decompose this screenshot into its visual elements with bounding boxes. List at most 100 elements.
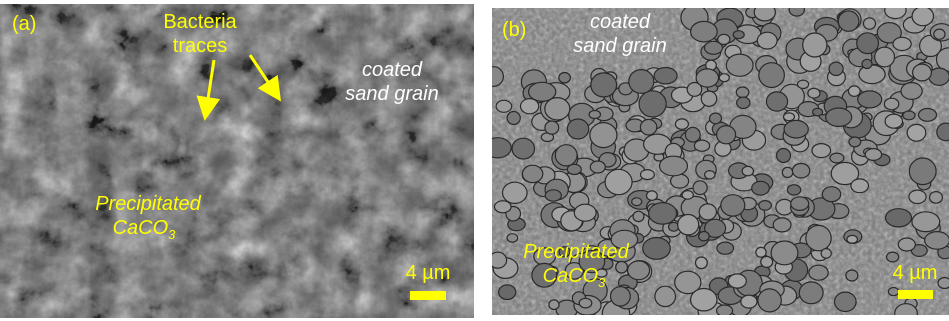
crystal <box>886 209 912 227</box>
crystal <box>736 87 749 98</box>
crystal <box>875 47 895 67</box>
grain-label: sand grain <box>573 35 666 57</box>
crystal <box>717 305 733 316</box>
crystal <box>903 111 915 120</box>
crystal <box>771 241 798 265</box>
scale-label: 4 µm <box>893 262 938 284</box>
crystal <box>799 282 823 304</box>
crystal <box>787 185 800 195</box>
crystal <box>675 119 688 129</box>
crystal <box>937 123 949 141</box>
crystal <box>761 256 773 267</box>
crystal <box>655 286 676 306</box>
crystal <box>499 285 516 300</box>
crystal <box>549 300 559 310</box>
crystal <box>705 171 715 179</box>
scale-bar <box>898 290 933 299</box>
crystal <box>507 112 520 125</box>
micrograph-a-texture <box>0 4 474 318</box>
crystal <box>496 100 512 112</box>
panel-b: (b) coated sand grain Precipitated CaCO3… <box>484 2 949 321</box>
crystal <box>934 29 945 39</box>
crystal <box>864 18 876 29</box>
crystal <box>759 201 772 211</box>
crystal <box>782 167 793 177</box>
crystal <box>887 252 899 262</box>
subscript: 3 <box>598 275 606 290</box>
crystal <box>909 158 936 185</box>
crystal <box>895 304 918 321</box>
crystal <box>545 190 561 201</box>
figure: (a) Bacteria traces coated sand grain Pr… <box>0 0 949 321</box>
crystal <box>901 83 922 100</box>
crystal <box>660 156 688 176</box>
crystal <box>893 37 911 50</box>
crystal <box>792 164 809 178</box>
crystal <box>503 182 528 203</box>
crystal <box>643 238 671 260</box>
crystal <box>826 108 852 126</box>
precipitate-label: Precipitated <box>95 193 201 215</box>
crystal <box>507 234 518 242</box>
crystal <box>930 192 943 204</box>
crystal <box>773 218 791 232</box>
crystal <box>784 113 795 121</box>
crystal <box>678 215 699 235</box>
crystal <box>849 137 861 147</box>
crystal <box>522 165 542 182</box>
crystal <box>813 108 823 116</box>
crystal <box>590 161 605 173</box>
crystal <box>640 119 656 135</box>
crystal <box>641 170 655 180</box>
crystal <box>521 99 539 114</box>
crystal <box>545 121 559 134</box>
crystal <box>579 298 592 308</box>
precipitate-label: CaCO3 <box>543 265 607 290</box>
crystal <box>629 70 654 94</box>
crystal <box>484 138 511 158</box>
scale-bar <box>410 291 446 300</box>
crystal <box>830 153 844 163</box>
crystal <box>545 98 570 120</box>
crystal <box>495 201 512 213</box>
crystal <box>912 7 933 26</box>
crystal <box>909 190 926 203</box>
crystal <box>756 247 766 257</box>
crystal <box>741 295 757 308</box>
crystal <box>848 86 860 96</box>
annotation: traces <box>173 35 227 57</box>
crystal <box>752 181 770 195</box>
crystal <box>808 88 820 98</box>
crystal <box>829 62 843 75</box>
crystal <box>691 21 718 41</box>
crystal <box>898 238 915 251</box>
crystal <box>859 65 885 84</box>
formula: CaCO <box>113 217 169 239</box>
crystal <box>888 288 898 296</box>
crystal <box>489 252 507 268</box>
crystal <box>696 257 708 269</box>
grain-label: coated <box>362 59 423 81</box>
crystal <box>919 109 937 122</box>
crystal <box>649 203 677 224</box>
crystal <box>699 204 716 220</box>
crystal <box>822 187 840 202</box>
crystal <box>929 68 949 85</box>
crystal <box>809 265 828 280</box>
crystal <box>847 235 858 243</box>
crystal <box>803 33 827 57</box>
crystal <box>628 261 650 280</box>
crystal <box>784 120 808 138</box>
crystal <box>885 2 906 19</box>
crystal <box>699 232 710 241</box>
precipitate-label: Precipitated <box>523 241 629 263</box>
crystal <box>611 287 631 306</box>
crystal <box>851 179 869 193</box>
crystal <box>717 126 736 144</box>
crystal <box>647 191 658 200</box>
crystal <box>812 144 831 158</box>
crystal <box>717 242 734 254</box>
crystal <box>591 73 617 97</box>
crystal <box>701 91 716 106</box>
crystal <box>838 11 859 31</box>
